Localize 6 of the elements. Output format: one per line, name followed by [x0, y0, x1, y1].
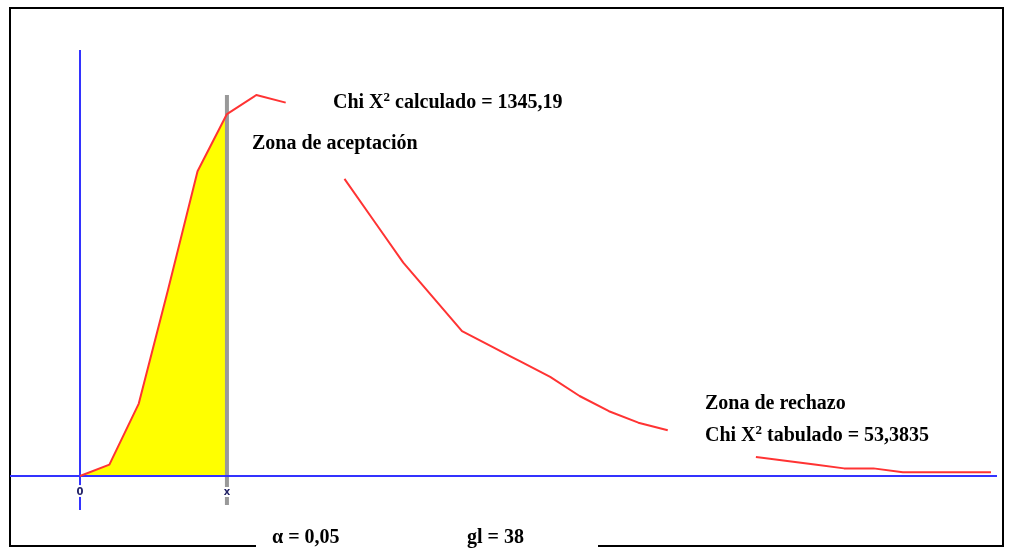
- annotation: Zona de rechazo: [705, 391, 846, 413]
- annotation: Chi X$^{2}$ calculado = 1345,19: [333, 88, 563, 112]
- text: α = 0,05: [272, 525, 340, 547]
- text: gl = 38: [467, 525, 524, 548]
- annotation: Chi X$^{2}$ tabulado = 53,3835: [705, 421, 930, 445]
- annotation: Zona de aceptación: [252, 131, 418, 154]
